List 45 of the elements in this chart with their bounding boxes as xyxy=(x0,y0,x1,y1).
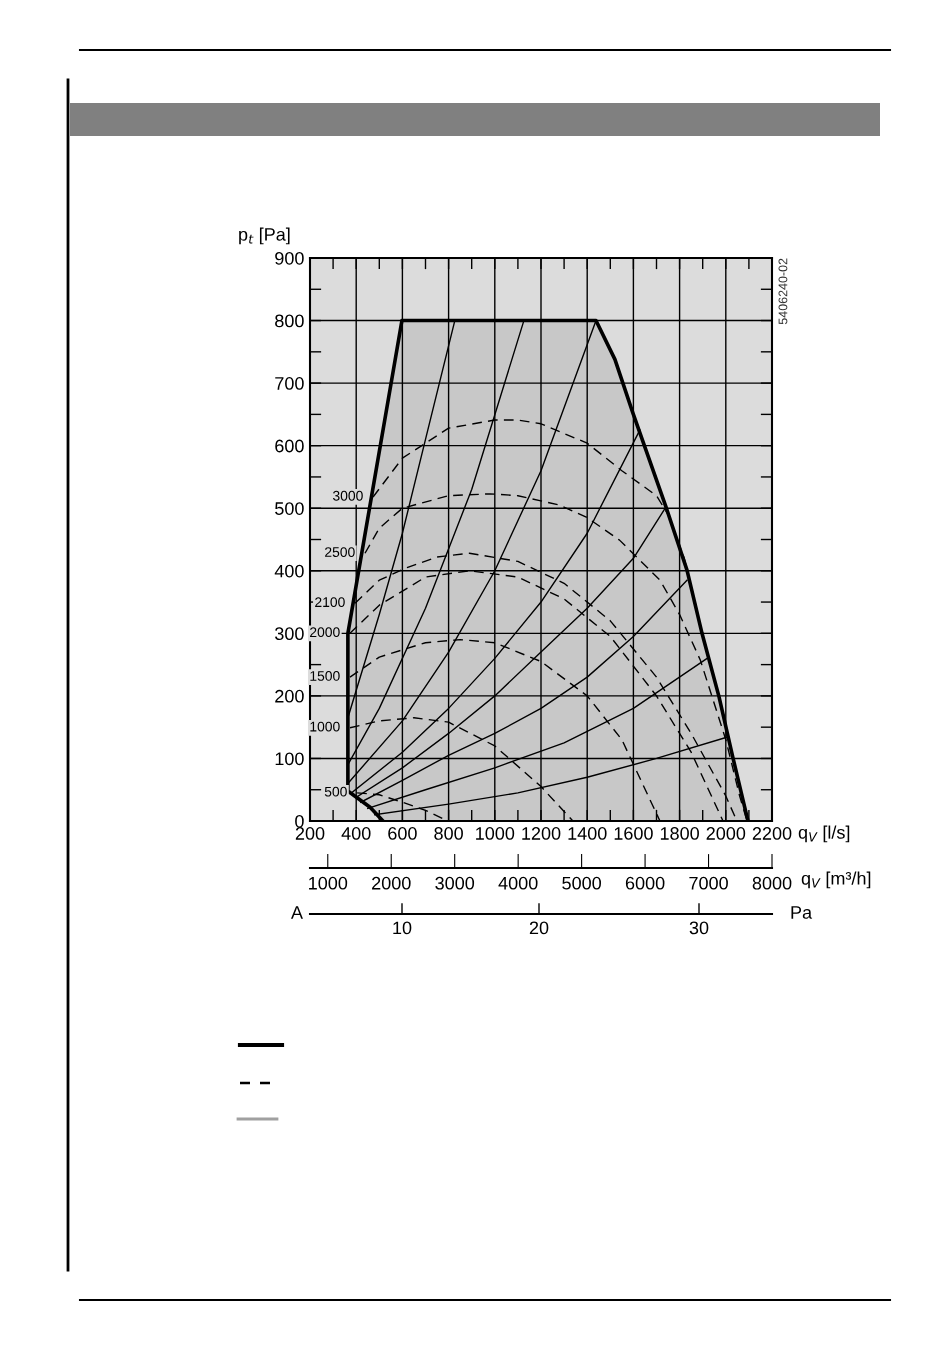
text: 10 xyxy=(393,921,412,935)
text: 30 xyxy=(689,921,709,935)
series-label: 2100 xyxy=(315,597,345,608)
x-tick-label: 1200 xyxy=(522,827,561,840)
text: 20 xyxy=(529,921,549,935)
x2-tick-label: 5000 xyxy=(562,876,601,890)
y-tick-label: 500 xyxy=(275,502,304,515)
x2-tick-label: 4000 xyxy=(498,876,538,890)
series-label: 3000 xyxy=(332,490,363,501)
text: Pa xyxy=(791,906,813,919)
series-label: 2000 xyxy=(310,627,340,638)
x2-tick-label: 8000 xyxy=(752,876,792,890)
series-label: 1000 xyxy=(310,721,340,732)
x-tick-label: 200 xyxy=(295,827,325,840)
x-tick-label: 1800 xyxy=(660,827,699,840)
x-tick-label: 1000 xyxy=(476,827,515,840)
series-label: 2500 xyxy=(325,547,355,557)
x-tick-label: 800 xyxy=(434,827,463,840)
text: 5406240-02 xyxy=(778,258,788,325)
x2-tick-label: 2000 xyxy=(372,876,411,890)
y-tick-label: 100 xyxy=(275,752,304,766)
y-tick-label: 900 xyxy=(275,251,304,265)
x2-tick-label: 6000 xyxy=(625,876,665,890)
x-tick-label: 1400 xyxy=(568,827,607,840)
y-tick-label: 0 xyxy=(295,814,304,828)
x2-tick-label: 3000 xyxy=(435,876,475,890)
y-tick-label: 400 xyxy=(274,564,304,578)
x-tick-label: 600 xyxy=(388,827,417,840)
x2-axis-title: q$_{V}$ [m³/h] xyxy=(801,871,871,889)
x-tick-label: 2000 xyxy=(706,827,746,840)
text: A xyxy=(290,906,303,919)
series-label: 1500 xyxy=(310,671,340,681)
x-axis-title: q$_{V}$ [l/s] xyxy=(798,825,850,843)
y-tick-label: 600 xyxy=(275,439,304,453)
x2-tick-label: 1000 xyxy=(309,876,348,890)
y-axis-title: p$_{t}$ [Pa] xyxy=(239,227,290,245)
x-tick-label: 1600 xyxy=(614,827,653,840)
x-tick-label: 400 xyxy=(341,827,371,840)
x2-tick-label: 7000 xyxy=(689,876,728,890)
y-tick-label: 200 xyxy=(275,689,304,703)
y-tick-label: 800 xyxy=(275,314,304,328)
series-label: 500 xyxy=(324,786,347,797)
y-tick-label: 700 xyxy=(275,377,304,390)
y-tick-label: 300 xyxy=(275,627,304,641)
x-tick-label: 2200 xyxy=(752,827,792,840)
